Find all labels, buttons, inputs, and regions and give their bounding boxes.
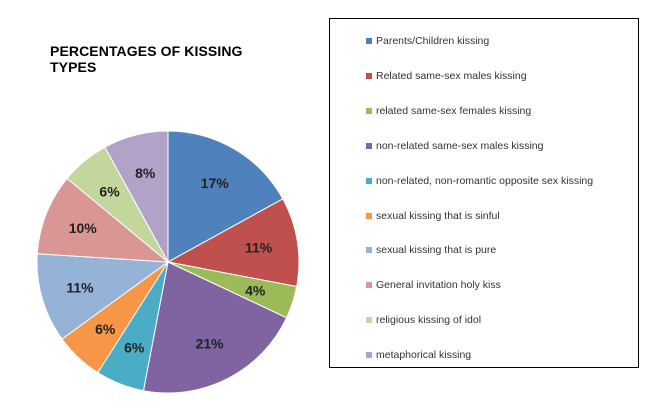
slice-data-label: 17%	[201, 175, 230, 191]
pie-slice	[104, 130, 169, 263]
legend-item: General invitation holy kiss	[366, 278, 501, 292]
legend-label: metaphorical kissing	[376, 349, 472, 362]
pie-slice	[142, 261, 288, 394]
pie-slice	[167, 130, 284, 263]
legend: Parents/Children kissing Related same-sex…	[329, 18, 639, 368]
legend-item: non-related, non-romantic opposite sex k…	[366, 174, 593, 188]
legend-swatch	[366, 282, 372, 289]
legend-item: metaphorical kissing	[366, 348, 471, 362]
legend-swatch	[366, 247, 372, 254]
slice-data-label: 11%	[66, 280, 94, 296]
pie-slice	[36, 253, 170, 340]
legend-swatch	[366, 142, 372, 149]
legend-item: religious kissing of idol	[366, 313, 481, 327]
slice-data-label: 11%	[245, 240, 273, 256]
slice-data-label: 6%	[99, 183, 120, 199]
legend-item: Related same-sex males kissing	[366, 69, 527, 83]
slice-data-label: 10%	[69, 220, 98, 236]
legend-label: religious kissing of idol	[376, 314, 482, 327]
legend-item: Parents/Children kissing	[366, 34, 489, 48]
legend-item: sexual kissing that is pure	[366, 243, 496, 257]
legend-label: non-related, non-romantic opposite sex k…	[376, 174, 594, 187]
legend-label: sexual kissing that is pure	[376, 244, 497, 257]
legend-swatch	[366, 317, 372, 324]
legend-item: sexual kissing that is sinful	[366, 209, 500, 223]
legend-swatch	[366, 177, 372, 184]
legend-label: Parents/Children kissing	[376, 35, 490, 47]
legend-label: related same-sex females kissing	[376, 104, 532, 117]
slice-data-label: 8%	[135, 165, 156, 181]
legend-label: non-related same-sex males kissing	[376, 139, 544, 152]
slice-data-label: 6%	[95, 321, 116, 337]
slice-data-label: 4%	[245, 282, 266, 298]
legend-item: non-related same-sex males kissing	[366, 139, 544, 153]
legend-swatch	[366, 107, 372, 114]
legend-swatch	[366, 352, 372, 359]
pie-slice	[166, 198, 300, 288]
legend-swatch	[366, 72, 372, 79]
legend-swatch	[366, 212, 372, 219]
legend-item: related same-sex females kissing	[366, 104, 531, 118]
legend-swatch	[366, 38, 372, 44]
pie-slice	[36, 177, 170, 263]
legend-label: General invitation holy kiss	[376, 279, 501, 292]
legend-label: Related same-sex males kissing	[376, 69, 527, 82]
slice-data-label: 6%	[124, 339, 145, 355]
slice-data-label: 21%	[196, 336, 225, 352]
legend-label: sexual kissing that is sinful	[376, 209, 500, 222]
chart-title: PERCENTAGES OF KISSING TYPES	[50, 43, 243, 75]
